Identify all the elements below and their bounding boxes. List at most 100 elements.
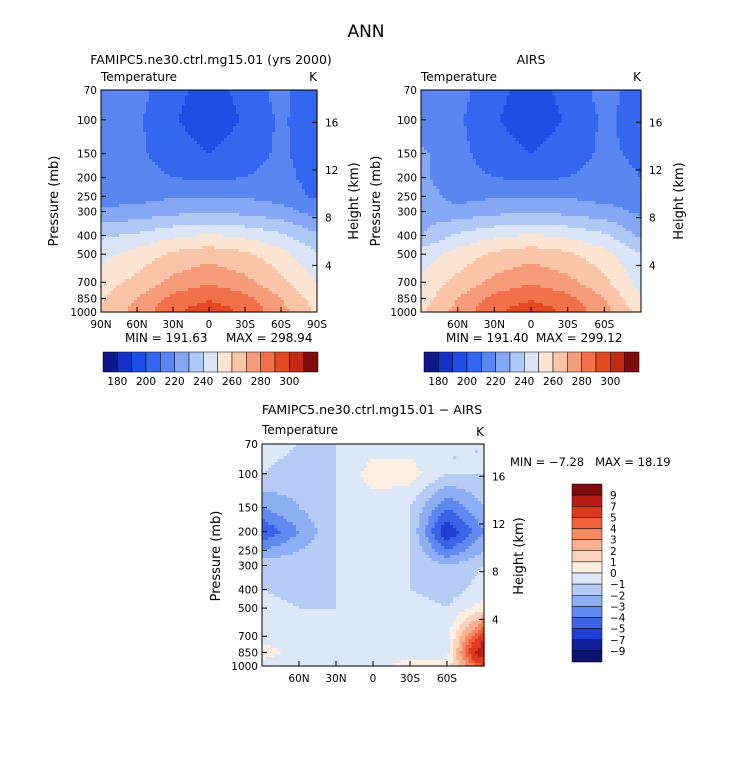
contour-cell — [161, 129, 165, 133]
contour-cell — [254, 237, 258, 241]
contour-cell — [209, 132, 213, 136]
contour-cell — [158, 186, 162, 190]
contour-cell — [134, 207, 138, 211]
contour-cell — [164, 165, 168, 169]
contour-cell — [203, 108, 207, 112]
contour-cell — [149, 195, 153, 199]
contour-cell — [125, 183, 129, 187]
contour-cell — [107, 228, 111, 232]
contour-cell — [122, 111, 126, 115]
contour-cell — [290, 96, 294, 100]
contour-cell — [305, 162, 309, 166]
contour-cell — [236, 240, 240, 244]
contour-cell — [290, 168, 294, 172]
contour-cell — [176, 213, 180, 217]
contour-cell — [149, 189, 153, 193]
contour-cell — [287, 198, 291, 202]
contour-cell — [287, 195, 291, 199]
contour-cell — [212, 210, 216, 214]
contour-cell — [281, 93, 285, 97]
contour-cell — [245, 219, 249, 223]
contour-cell — [173, 234, 177, 238]
contour-cell — [170, 243, 174, 247]
contour-cell — [296, 228, 300, 232]
contour-cell — [254, 207, 258, 211]
contour-cell — [143, 129, 147, 133]
contour-cell — [275, 159, 279, 163]
contour-cell — [161, 126, 165, 130]
contour-cell — [245, 240, 249, 244]
contour-cell — [218, 186, 222, 190]
contour-cell — [212, 192, 216, 196]
contour-cell — [104, 159, 108, 163]
contour-cell — [134, 180, 138, 184]
contour-cell — [227, 99, 231, 103]
contour-cell — [194, 150, 198, 154]
contour-cell — [167, 231, 171, 235]
contour-cell — [242, 141, 246, 145]
contour-cell — [203, 144, 207, 148]
contour-cell — [110, 162, 114, 166]
contour-cell — [218, 102, 222, 106]
contour-cell — [101, 132, 105, 136]
contour-cell — [176, 234, 180, 238]
contour-cell — [152, 192, 156, 196]
contour-cell — [137, 102, 141, 106]
contour-cell — [281, 177, 285, 181]
contour-cell — [281, 228, 285, 232]
contour-cell — [173, 96, 177, 100]
contour-cell — [143, 162, 147, 166]
contour-cell — [218, 150, 222, 154]
contour-cell — [290, 192, 294, 196]
contour-cell — [293, 111, 297, 115]
contour-cell — [209, 180, 213, 184]
contour-cell — [266, 207, 270, 211]
contour-cell — [206, 186, 210, 190]
contour-cell — [212, 117, 216, 121]
contour-cell — [269, 228, 273, 232]
contour-cell — [149, 171, 153, 175]
contour-cell — [311, 138, 315, 142]
contour-cell — [209, 162, 213, 166]
contour-cell — [278, 180, 282, 184]
contour-cell — [269, 159, 273, 163]
contour-cell — [149, 174, 153, 178]
contour-cell — [233, 195, 237, 199]
contour-cell — [248, 237, 252, 241]
contour-cell — [152, 198, 156, 202]
contour-cell — [221, 204, 225, 208]
contour-cell — [269, 210, 273, 214]
contour-cell — [218, 135, 222, 139]
contour-cell — [275, 240, 279, 244]
contour-cell — [134, 189, 138, 193]
contour-cell — [302, 117, 306, 121]
contour-cell — [176, 111, 180, 115]
contour-cell — [122, 147, 126, 151]
contour-cell — [113, 120, 117, 124]
contour-cell — [104, 201, 108, 205]
contour-cell — [125, 228, 129, 232]
contour-cell — [308, 201, 312, 205]
contour-cell — [293, 195, 297, 199]
contour-cell — [197, 210, 201, 214]
contour-cell — [179, 108, 183, 112]
contour-cell — [176, 228, 180, 232]
contour-cell — [134, 111, 138, 115]
contour-cell — [248, 216, 252, 220]
contour-cell — [263, 171, 267, 175]
contour-cell — [242, 93, 246, 97]
contour-cell — [167, 180, 171, 184]
contour-cell — [236, 126, 240, 130]
contour-cell — [227, 168, 231, 172]
contour-cell — [233, 237, 237, 241]
contour-cell — [245, 129, 249, 133]
contour-cell — [218, 132, 222, 136]
contour-cell — [227, 234, 231, 238]
contour-cell — [260, 123, 264, 127]
contour-cell — [188, 162, 192, 166]
contour-cell — [140, 105, 144, 109]
contour-cell — [287, 183, 291, 187]
contour-cell — [281, 165, 285, 169]
contour-cell — [182, 243, 186, 247]
contour-cell — [209, 207, 213, 211]
